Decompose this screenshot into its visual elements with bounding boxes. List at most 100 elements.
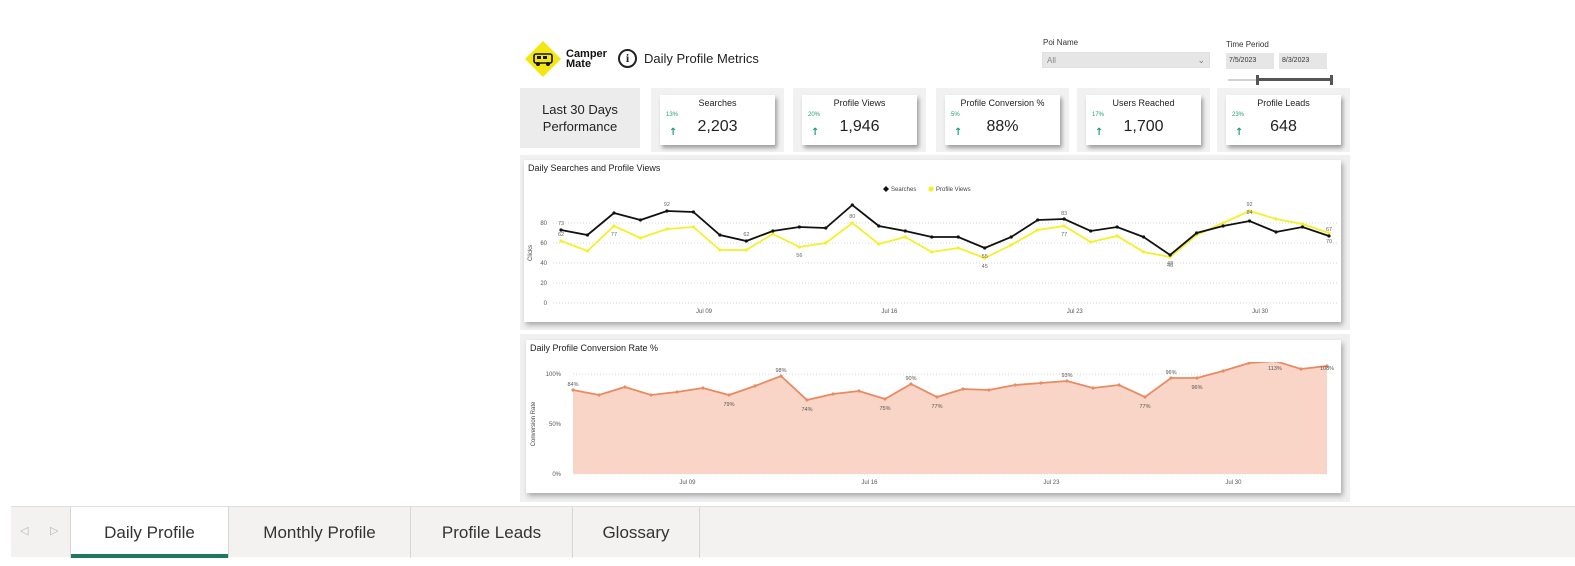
data-point [850,221,854,225]
data-label: 79% [723,402,734,408]
area-series-group [571,362,1329,474]
campermate-logo: Camper Mate [524,40,607,78]
logo-wordmark: Camper Mate [566,49,607,70]
poi-name-label: Poi Name [1043,38,1079,47]
data-point [1221,369,1225,373]
kpi-delta: 5% [951,112,960,118]
chart-title: Daily Searches and Profile Views [528,163,661,173]
kpi-card-users-reached[interactable]: Users Reached 17% ↑ 1,700 [1086,95,1201,145]
tab-profile-leads[interactable]: Profile Leads [411,507,573,558]
legend-marker [883,186,889,192]
data-point [1274,362,1276,363]
scroll-left-icon[interactable]: ◁ [20,524,29,537]
data-point [744,239,748,243]
kpi-card-profile-views[interactable]: Profile Views 20% ↑ 1,946 [802,95,917,145]
data-point [1142,250,1146,254]
page-tab-bar: ◁ ▷ Daily Profile Monthly Profile Profil… [11,506,1575,558]
data-point [1089,240,1093,244]
start-date-input[interactable]: 7/5/2023 [1226,53,1274,69]
data-label: 46 [1167,263,1173,269]
chart-searches-views[interactable]: Daily Searches and Profile Views 0 20 40 60… [524,160,1341,322]
data-point [831,392,835,396]
data-point [1039,381,1043,385]
data-label: 113% [1268,366,1282,372]
data-label: 77 [1061,232,1067,238]
tab-label: Monthly Profile [263,522,376,542]
data-point [675,390,679,394]
arrow-up-icon: ↑ [811,127,820,138]
series-line-profile-views [560,210,1330,259]
chart-conversion-rate[interactable]: Daily Profile Conversion Rate % 0% 50% 100… [526,340,1341,493]
data-point [1221,224,1225,228]
data-label: 77% [1139,404,1150,410]
kpi-title: Searches [698,98,737,108]
data-point [1065,379,1069,383]
tab-glossary[interactable]: Glossary [573,507,700,558]
data-label: 67 [1326,227,1332,233]
data-point [1115,234,1119,238]
y-axis-label: Clicks [528,245,534,261]
data-point [1327,231,1331,235]
date-slider-end-handle[interactable] [1330,75,1333,85]
end-date-input[interactable]: 8/3/2023 [1279,53,1327,69]
tab-monthly-profile[interactable]: Monthly Profile [229,507,411,558]
camper-van-icon [524,40,562,78]
data-point [1247,219,1252,223]
performance-label: Last 30 Days Performance [520,88,640,148]
data-point [1221,221,1225,225]
kpi-card-profile-leads[interactable]: Profile Leads 23% ↑ 648 [1226,95,1341,145]
chevron-down-icon: ⌄ [1197,55,1205,65]
date-slider-start-handle[interactable] [1256,75,1259,85]
data-point [623,385,627,389]
performance-label-line-1: Last 30 Days [542,102,618,117]
data-point [744,248,748,252]
data-label: 80 [849,214,855,220]
kpi-value: 648 [1270,118,1297,135]
tab-daily-profile[interactable]: Daily Profile [70,507,229,558]
logo-line-2: Mate [566,58,592,70]
kpi-delta: 23% [1232,112,1245,118]
data-point [1300,225,1305,229]
kpi-card-profile-conversion[interactable]: Profile Conversion % 5% ↑ 88% [945,95,1060,145]
data-point [797,245,801,249]
data-label: 74% [801,407,812,413]
kpi-card-searches[interactable]: Searches 13% ↑ 2,203 [660,95,775,145]
data-point [727,393,731,397]
tab-label: Glossary [602,522,670,542]
series-line-searches [560,203,1330,257]
scroll-right-icon[interactable]: ▷ [50,524,59,537]
data-point [649,393,653,397]
data-point [857,389,861,393]
data-point [1062,217,1066,221]
time-period-label: Time Period [1226,40,1269,49]
data-point [1274,230,1278,234]
data-label: 96% [1191,385,1202,391]
data-point [935,395,939,399]
kpi-value: 1,946 [839,118,880,135]
poi-name-dropdown[interactable]: All ⌄ [1042,52,1210,68]
data-point [1009,243,1013,247]
data-point [805,398,809,402]
data-point [1036,218,1040,222]
data-point [1300,222,1305,226]
info-icon[interactable]: i [618,49,637,68]
data-point [771,232,775,236]
data-point [571,388,575,392]
data-point [1247,209,1252,213]
page-title-group: i Daily Profile Metrics [618,49,759,68]
data-point [956,246,960,250]
legend-marker [928,186,934,192]
data-point [597,393,601,397]
data-point [983,256,987,260]
data-point [665,227,669,231]
legend-label: Searches [891,187,916,193]
data-label: 93% [1061,373,1072,379]
data-point [877,224,881,228]
series-line-conversion-rate [572,362,1328,401]
tab-label: Profile Leads [441,522,542,542]
tab-label: Daily Profile [104,522,195,542]
y-tick-label: 100% [546,372,562,378]
data-point [961,387,965,391]
y-tick-label: 80 [540,221,547,227]
